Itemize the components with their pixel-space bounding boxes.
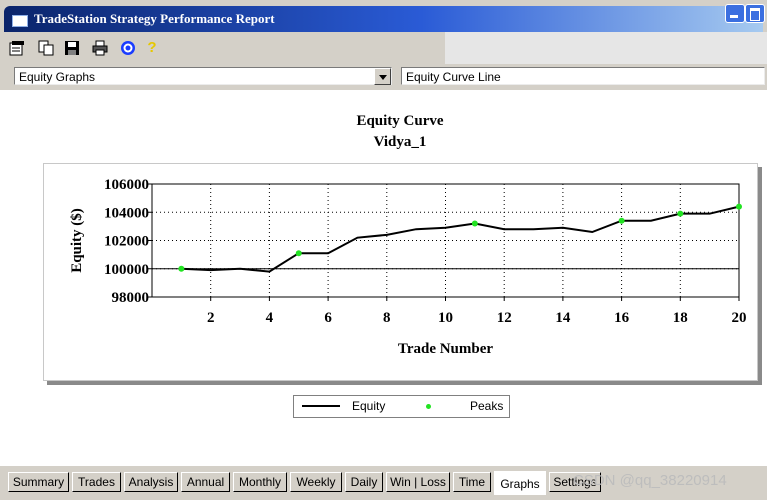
properties-icon[interactable] <box>9 40 25 56</box>
tab-time[interactable]: Time <box>453 472 491 492</box>
peak-point <box>295 250 302 257</box>
tab-analysis[interactable]: Analysis <box>124 472 178 492</box>
peak-point <box>178 265 185 272</box>
y-tick-label: 102000 <box>104 234 149 250</box>
tab-graphs[interactable]: Graphs <box>494 471 546 495</box>
title-bar-caption: TradeStation Strategy Performance Report <box>4 6 763 32</box>
print-icon[interactable] <box>92 40 108 56</box>
peak-point <box>736 203 742 210</box>
legend-equity-swatch <box>302 405 340 407</box>
legend-equity-label: Equity <box>352 399 386 413</box>
x-axis-label: Trade Number <box>398 341 493 357</box>
graph-type-dropdown[interactable]: Equity Graphs <box>14 67 392 85</box>
tab-annual[interactable]: Annual <box>181 472 230 492</box>
tab-monthly[interactable]: Monthly <box>233 472 287 492</box>
tab-trades[interactable]: Trades <box>72 472 121 492</box>
peak-point <box>677 210 684 217</box>
minimize-button[interactable] <box>725 4 745 23</box>
peak-point <box>471 220 478 227</box>
copy-icon[interactable] <box>38 40 54 56</box>
x-tick-label: 4 <box>266 310 274 326</box>
equity-series-line <box>181 205 740 273</box>
window-title: TradeStation Strategy Performance Report <box>34 11 275 26</box>
title-bar: TradeStation Strategy Performance Report <box>0 0 767 32</box>
toolbar: ? <box>0 32 767 64</box>
chart-panel: 98000 100000 102000 104000 106000 2 4 6 8 10 12 14 1… <box>43 163 758 381</box>
x-tick-label: 12 <box>497 310 512 326</box>
chevron-down-icon[interactable] <box>374 68 391 85</box>
x-tick-label: 14 <box>555 310 571 326</box>
report-tab-bar: Summary Trades Analysis Annual Monthly W… <box>0 466 767 500</box>
x-tick-label: 6 <box>324 310 332 326</box>
tab-daily[interactable]: Daily <box>345 472 383 492</box>
help-icon[interactable]: ? <box>147 39 157 56</box>
window-icon <box>12 15 28 27</box>
tab-settings[interactable]: Settings <box>549 472 601 492</box>
tab-win-loss[interactable]: Win | Loss <box>386 472 450 492</box>
maximize-button[interactable] <box>745 4 765 23</box>
chart-subtitle: Vidya_1 <box>373 134 427 150</box>
y-tick-label: 106000 <box>104 177 149 193</box>
toolbar-empty-area <box>445 32 767 64</box>
target-icon[interactable] <box>120 40 136 56</box>
chart-title: Equity Curve <box>356 113 444 129</box>
x-tick-label: 8 <box>383 310 391 326</box>
peak-point <box>618 217 625 224</box>
watermark: CSDN @qq_38220914 <box>573 472 727 489</box>
graph-style-field[interactable]: Equity Curve Line <box>401 67 765 85</box>
tab-weekly[interactable]: Weekly <box>290 472 342 492</box>
chart-legend: Equity Peaks <box>293 395 510 418</box>
y-tick-label: 98000 <box>112 290 150 306</box>
x-tick-label: 10 <box>438 310 453 326</box>
x-tick-label: 18 <box>673 310 688 326</box>
x-tick-label: 2 <box>207 310 215 326</box>
graph-selector-bar: Equity Graphs Equity Curve Line <box>0 64 767 90</box>
y-tick-label: 100000 <box>104 262 149 278</box>
save-icon[interactable] <box>64 40 80 56</box>
tab-summary[interactable]: Summary <box>8 472 69 492</box>
x-tick-label: 20 <box>732 310 747 326</box>
equity-chart: 98000 100000 102000 104000 106000 2 4 6 8 10 12 14 1… <box>69 177 747 357</box>
legend-peaks-swatch <box>426 404 431 409</box>
y-axis-label: Equity ($) <box>69 208 85 273</box>
y-tick-label: 104000 <box>104 205 149 221</box>
legend-peaks-label: Peaks <box>470 399 504 413</box>
x-tick-label: 16 <box>614 310 630 326</box>
